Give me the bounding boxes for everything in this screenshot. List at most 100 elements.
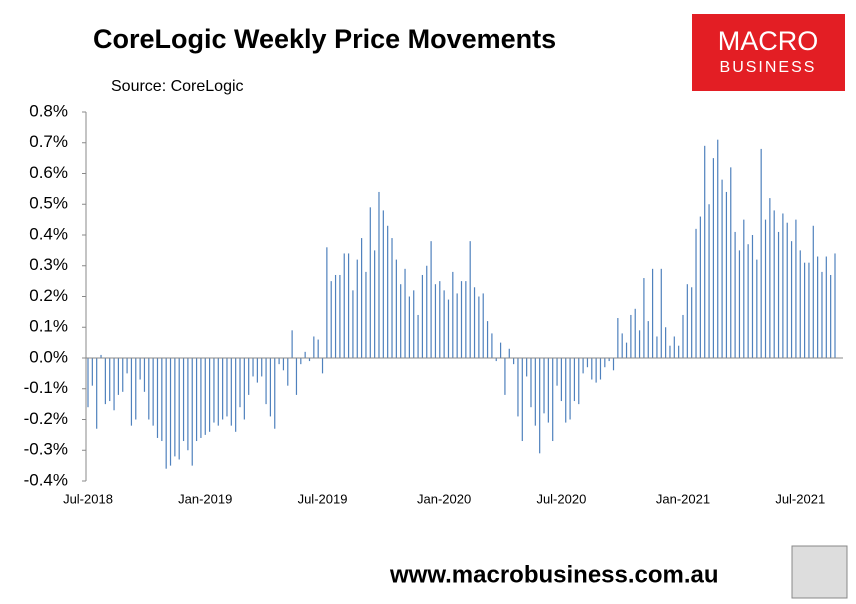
- bar: [699, 216, 701, 358]
- bar: [278, 358, 280, 365]
- bar: [408, 296, 410, 358]
- bar: [573, 358, 576, 402]
- bar: [330, 281, 332, 358]
- bar: [621, 333, 623, 358]
- bar: [200, 358, 202, 438]
- bar: [169, 358, 172, 466]
- y-tick-label: 0.2%: [29, 286, 68, 305]
- logo-box: [692, 14, 845, 91]
- y-tick-label: 0.5%: [29, 194, 68, 213]
- bar: [404, 268, 406, 358]
- bar: [248, 358, 250, 395]
- bar: [252, 358, 254, 377]
- bar: [508, 348, 510, 358]
- bar: [556, 358, 558, 386]
- bar: [469, 241, 471, 358]
- bar: [430, 241, 432, 358]
- bar: [217, 358, 219, 426]
- bar: [91, 358, 93, 386]
- bar: [691, 287, 693, 358]
- bar: [239, 358, 241, 408]
- footer-url: www.macrobusiness.com.au: [389, 561, 719, 588]
- bar: [235, 358, 237, 432]
- bar: [513, 358, 515, 365]
- y-tick-label: 0.6%: [29, 163, 68, 182]
- bar: [243, 358, 245, 420]
- y-tick-label: 0.0%: [29, 347, 68, 366]
- bar: [582, 358, 584, 374]
- bar: [578, 358, 580, 405]
- bar: [126, 358, 128, 374]
- bar: [747, 244, 749, 358]
- bar: [426, 265, 428, 358]
- logo-text: BUSINESS: [720, 59, 817, 76]
- bar: [543, 358, 545, 414]
- bar: [143, 358, 146, 392]
- bar: [117, 358, 120, 395]
- bar: [482, 293, 484, 358]
- bar: [612, 358, 615, 371]
- bar: [499, 342, 502, 358]
- bar: [222, 358, 224, 420]
- bar: [686, 284, 688, 358]
- bar: [478, 296, 480, 358]
- bar: [361, 238, 363, 358]
- bar: [730, 167, 732, 358]
- bar: [130, 358, 133, 426]
- bar: [604, 358, 606, 368]
- bar: [773, 210, 775, 358]
- bar: [643, 278, 645, 358]
- bar: [830, 274, 832, 358]
- bar: [304, 351, 306, 358]
- bar: [291, 330, 293, 358]
- bar: [534, 358, 536, 426]
- bar: [591, 358, 593, 380]
- bar: [456, 293, 458, 358]
- bar: [256, 358, 258, 383]
- bar: [182, 358, 185, 442]
- x-tick-label: Jan-2021: [656, 491, 710, 506]
- bar: [682, 314, 684, 358]
- bar: [287, 358, 289, 386]
- bar: [599, 358, 602, 380]
- bar: [595, 358, 597, 383]
- bar: [769, 198, 771, 358]
- bar: [799, 250, 801, 358]
- y-tick-label: -0.1%: [24, 378, 68, 397]
- x-tick-label: Jul-2018: [63, 491, 113, 506]
- y-tick-label: -0.2%: [24, 409, 68, 428]
- bar: [821, 271, 823, 358]
- bar: [174, 358, 176, 457]
- bar: [317, 339, 319, 358]
- bar: [808, 262, 810, 358]
- bar: [725, 191, 728, 358]
- bar: [638, 330, 641, 358]
- bar: [651, 268, 654, 358]
- bar: [782, 213, 784, 358]
- bar: [261, 358, 263, 377]
- bar: [365, 271, 367, 358]
- y-tick-label: -0.4%: [24, 470, 68, 489]
- bar: [491, 333, 493, 358]
- bar: [165, 358, 167, 469]
- x-tick-label: Jul-2019: [298, 491, 348, 506]
- bar: [269, 358, 272, 417]
- y-tick-label: 0.4%: [29, 224, 68, 243]
- bar: [465, 281, 467, 358]
- bar: [712, 158, 714, 358]
- bar: [122, 358, 124, 392]
- bar: [152, 358, 154, 426]
- bar: [803, 262, 806, 358]
- bar: [204, 358, 206, 435]
- bar: [308, 358, 311, 362]
- bar: [521, 358, 523, 442]
- bar: [313, 336, 315, 358]
- x-tick-label: Jul-2021: [775, 491, 825, 506]
- bar: [452, 271, 454, 358]
- x-tick-label: Jan-2019: [178, 491, 232, 506]
- bar: [343, 253, 345, 358]
- bar: [96, 358, 98, 429]
- bar: [356, 259, 358, 358]
- bar: [347, 253, 350, 358]
- bar: [178, 358, 180, 460]
